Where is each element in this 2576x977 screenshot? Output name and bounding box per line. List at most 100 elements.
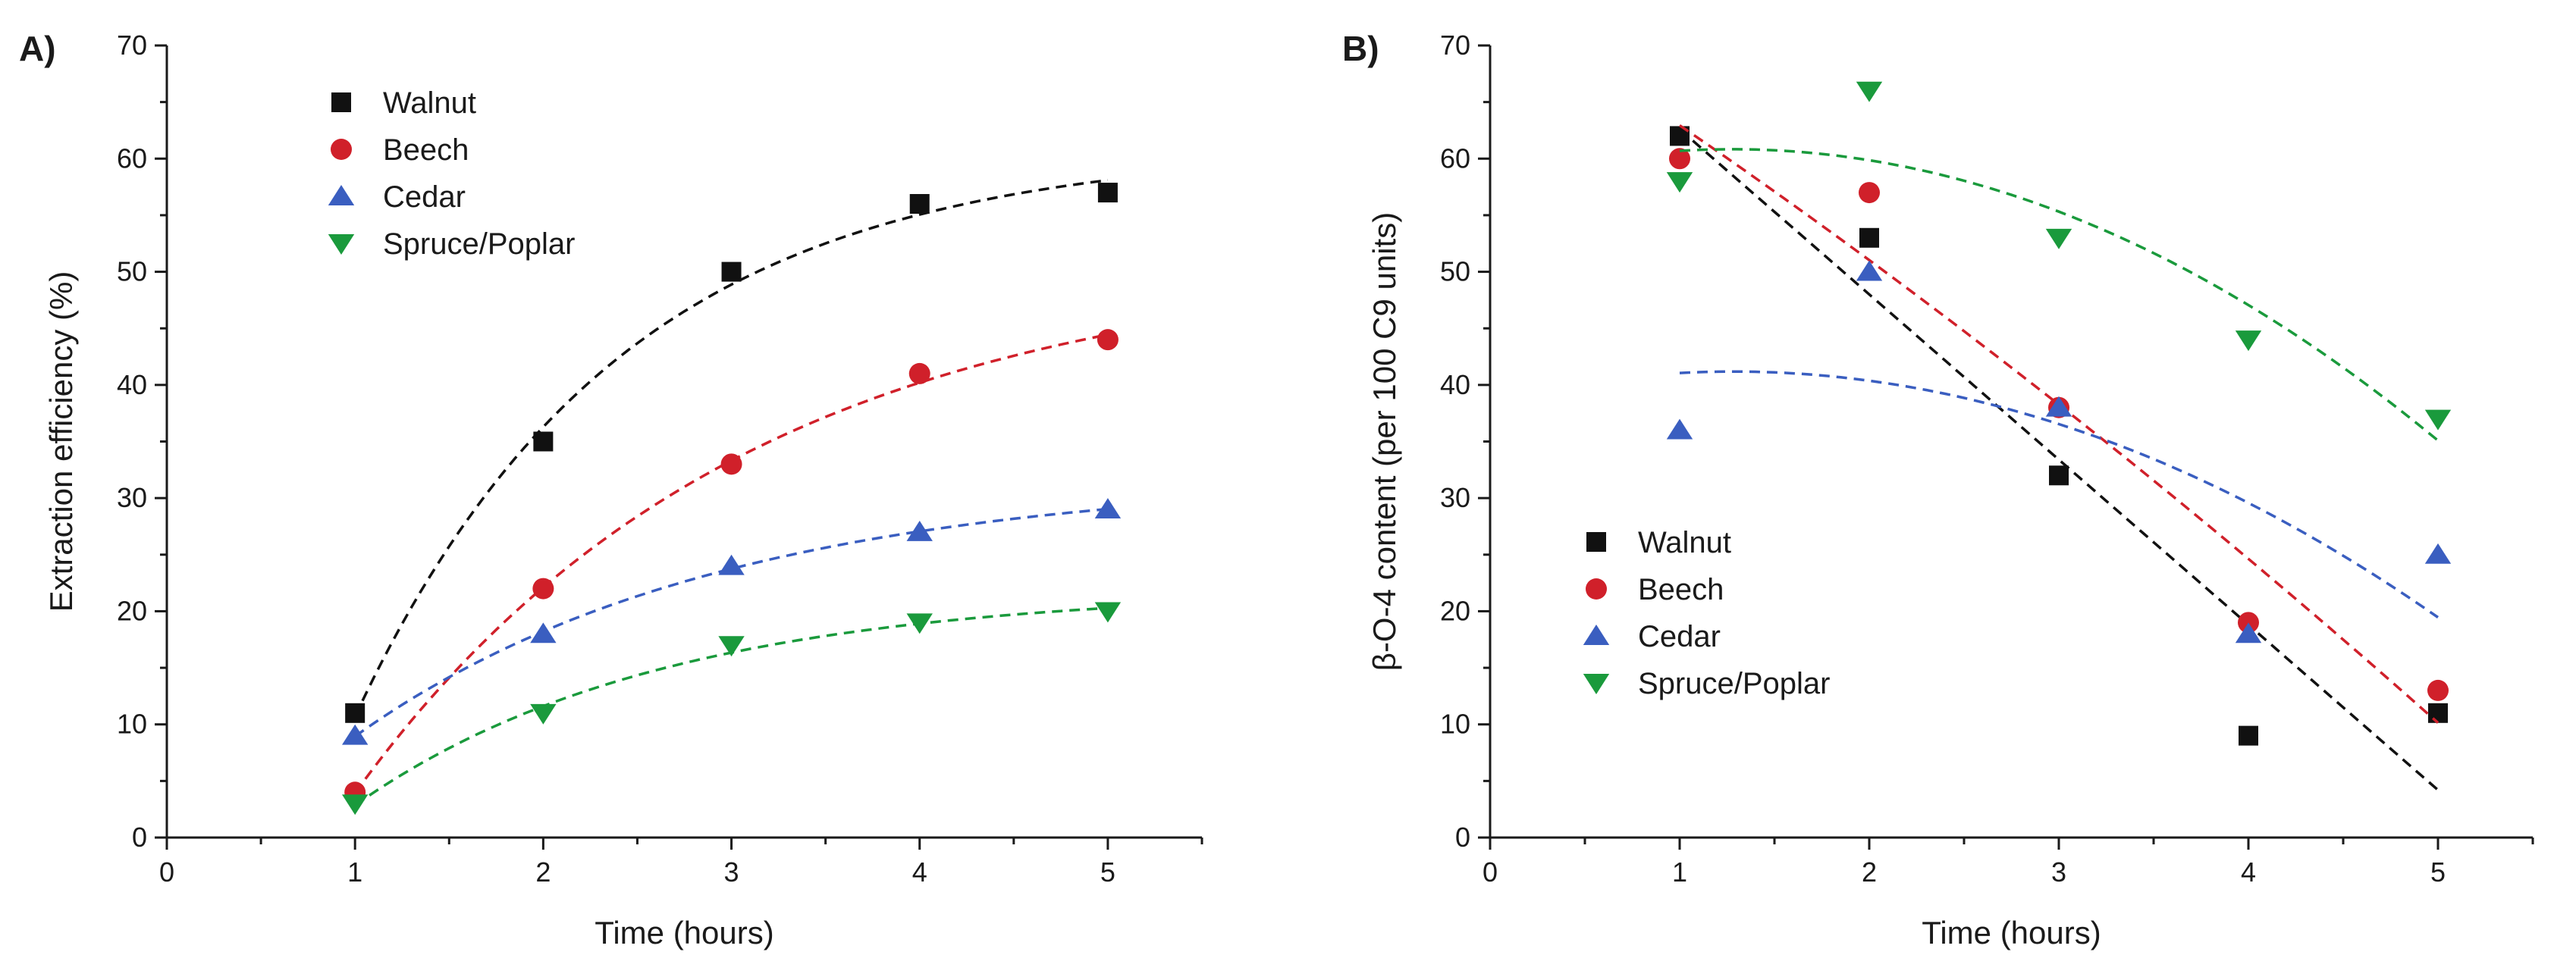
legend-marker-cedar [1583,625,1610,645]
data-point-walnut [2049,465,2069,486]
data-point-cedar [1856,260,1883,281]
y-tick-label: 10 [117,709,147,740]
legend-marker-spruce-poplar [1583,674,1610,694]
fit-line-walnut [1678,128,2440,791]
legend-label-walnut: Walnut [383,86,476,120]
x-tick-label: 3 [724,856,739,888]
data-point-beech [908,362,930,384]
fit-line-spruce-poplar [1679,148,2440,442]
data-point-walnut [721,261,742,282]
y-tick-label: 10 [1440,709,1470,740]
panel-label: A) [19,29,56,68]
data-point-spruce-poplar [1666,172,1693,193]
data-point-beech [1859,182,1880,204]
series-cedar [1666,260,2452,644]
y-tick-label: 60 [1440,142,1470,174]
legend-label-beech: Beech [383,133,469,167]
legend-label-cedar: Cedar [1638,620,1721,653]
data-point-cedar [718,554,745,575]
x-tick-label: 3 [2051,856,2066,888]
data-point-beech [2427,679,2449,701]
y-tick-label: 0 [132,822,147,853]
legend: Walnut Beech Cedar Spruce/Poplar [328,86,575,261]
legend-marker-beech [1586,578,1607,600]
fit-line-cedar [354,507,1109,737]
y-tick-label: 20 [1440,595,1470,626]
data-point-spruce-poplar [2424,409,2452,431]
series-spruce-poplar [341,602,1122,816]
x-axis-title: Time (hours) [1922,915,2101,950]
data-point-cedar [1666,418,1693,440]
data-point-cedar [2045,396,2072,417]
y-tick-label: 40 [117,369,147,400]
data-point-walnut [345,703,366,723]
x-tick-label: 0 [1483,856,1498,888]
legend-marker-walnut [331,92,351,112]
data-point-spruce-poplar [906,613,933,634]
data-point-cedar [906,520,933,541]
y-tick-label: 50 [117,256,147,287]
y-axis-title: Extraction efficiency (%) [43,271,79,612]
series-cedar [341,498,1122,745]
panel-label: B) [1342,29,1379,68]
fit-line-walnut [353,178,1109,718]
data-point-spruce-poplar [2235,330,2262,352]
x-axis-title: Time (hours) [595,915,773,950]
legend-label-spruce-poplar: Spruce/Poplar [383,227,575,261]
data-point-spruce-poplar [1094,602,1122,623]
y-axis-title: β-O-4 content (per 100 C9 units) [1366,212,1402,671]
data-point-walnut [1097,183,1118,203]
data-point-walnut [2428,703,2448,723]
x-tick-label: 2 [535,856,551,888]
legend-marker-cedar [328,185,355,205]
series-walnut [1670,126,2448,791]
x-tick-label: 1 [347,856,362,888]
data-point-beech [1669,148,1690,170]
data-point-cedar [2424,543,2452,564]
series-spruce-poplar [1666,81,2452,442]
data-point-spruce-poplar [718,636,745,657]
data-point-beech [1097,329,1119,351]
data-point-beech [532,578,554,600]
x-tick-label: 2 [1862,856,1877,888]
data-point-cedar [2235,622,2262,644]
data-point-cedar [341,724,369,745]
data-point-spruce-poplar [1856,81,1883,102]
x-tick-label: 4 [912,856,927,888]
legend-marker-beech [331,139,352,160]
data-point-cedar [1094,498,1122,519]
data-point-spruce-poplar [530,703,557,725]
legend-label-spruce-poplar: Spruce/Poplar [1638,667,1830,700]
y-tick-label: 40 [1440,369,1470,400]
data-point-spruce-poplar [341,794,369,816]
x-tick-label: 5 [2430,856,2446,888]
x-tick-label: 5 [1100,856,1115,888]
data-point-beech [720,453,742,475]
y-tick-label: 0 [1455,822,1470,853]
legend-marker-walnut [1586,532,1606,552]
legend-label-walnut: Walnut [1638,526,1731,559]
legend-label-beech: Beech [1638,573,1724,606]
x-tick-label: 4 [2241,856,2256,888]
legend-marker-spruce-poplar [328,234,355,255]
y-tick-label: 30 [1440,482,1470,513]
fit-line-cedar [1679,370,2439,618]
data-point-spruce-poplar [2045,228,2072,249]
y-tick-label: 70 [1440,30,1470,61]
legend-label-cedar: Cedar [383,180,466,214]
y-tick-label: 50 [1440,256,1470,287]
data-point-walnut [533,431,554,452]
data-point-cedar [530,622,557,644]
y-tick-label: 60 [117,142,147,174]
data-point-walnut [909,194,930,214]
x-tick-label: 1 [1672,856,1687,888]
y-tick-label: 70 [117,30,147,61]
data-point-walnut [2239,725,2258,746]
data-point-walnut [1859,227,1879,248]
x-tick-label: 0 [159,856,174,888]
y-tick-label: 20 [117,595,147,626]
legend: Walnut Beech Cedar Spruce/Poplar [1583,526,1830,700]
